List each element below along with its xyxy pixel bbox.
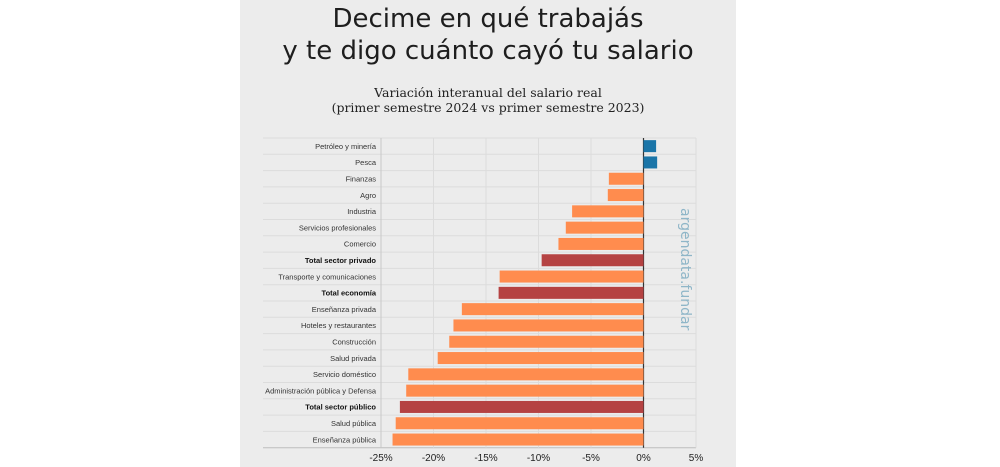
category-label: Petróleo y minería [315,142,377,151]
bar [461,303,644,316]
category-label: Total sector privado [305,256,377,265]
x-tick-label: -20% [422,453,445,464]
headline-line-2: y te digo cuánto cayó tu salario [282,36,694,66]
chart-subtitle-line-2: (primer semestre 2024 vs primer semestre… [331,100,645,115]
bar-layer [392,140,658,446]
x-tick-label: -15% [474,453,497,464]
bar [608,172,644,185]
bar [558,237,644,250]
bar [541,254,644,267]
category-labels: Petróleo y minería Pesca Finanzas Agro Indus… [265,142,377,444]
category-label: Servicios profesionales [299,223,376,232]
category-label: Enseñanza privada [312,305,377,314]
category-label: Construcción [332,337,376,346]
bar [437,352,644,365]
bar [453,319,644,332]
category-label: Salud pública [331,419,377,428]
category-label: Pesca [355,158,377,167]
chart-subtitle-line-1: Variación interanual del salario real [374,85,602,100]
bar [643,156,658,169]
x-tick-label: -10% [527,453,550,464]
category-label: Hoteles y restaurantes [301,321,376,330]
x-tick-label: -5% [582,453,600,464]
category-label: Transporte y comunicaciones [278,272,376,281]
category-label: Total economía [322,289,377,298]
bar [449,335,644,348]
category-label: Enseñanza pública [313,435,377,444]
category-label: Finanzas [346,174,377,183]
category-label: Comercio [344,240,376,249]
category-label: Servicio doméstico [313,370,376,379]
x-tick-label: 5% [689,453,704,464]
bar [607,189,644,202]
bar [399,400,644,413]
x-tick-label: 0% [636,453,651,464]
bar [392,433,644,446]
x-axis-ticks: -25% -20% -15% -10% -5% 0% 5% [369,453,703,464]
bar [572,205,644,218]
category-label: Total sector público [305,403,376,412]
bar [395,417,644,430]
bar [406,384,644,397]
bar [565,221,644,234]
bar [498,286,644,299]
category-label: Agro [360,191,376,200]
bar [499,270,644,283]
x-tick-label: -25% [369,453,392,464]
category-label: Industria [347,207,377,216]
bar [643,140,657,153]
category-label: Salud privada [330,354,377,363]
bar [408,368,644,381]
category-label: Administración pública y Defensa [265,386,377,395]
headline-line-1: Decime en qué trabajás [332,4,644,34]
watermark: argendata.fundar [677,208,693,331]
